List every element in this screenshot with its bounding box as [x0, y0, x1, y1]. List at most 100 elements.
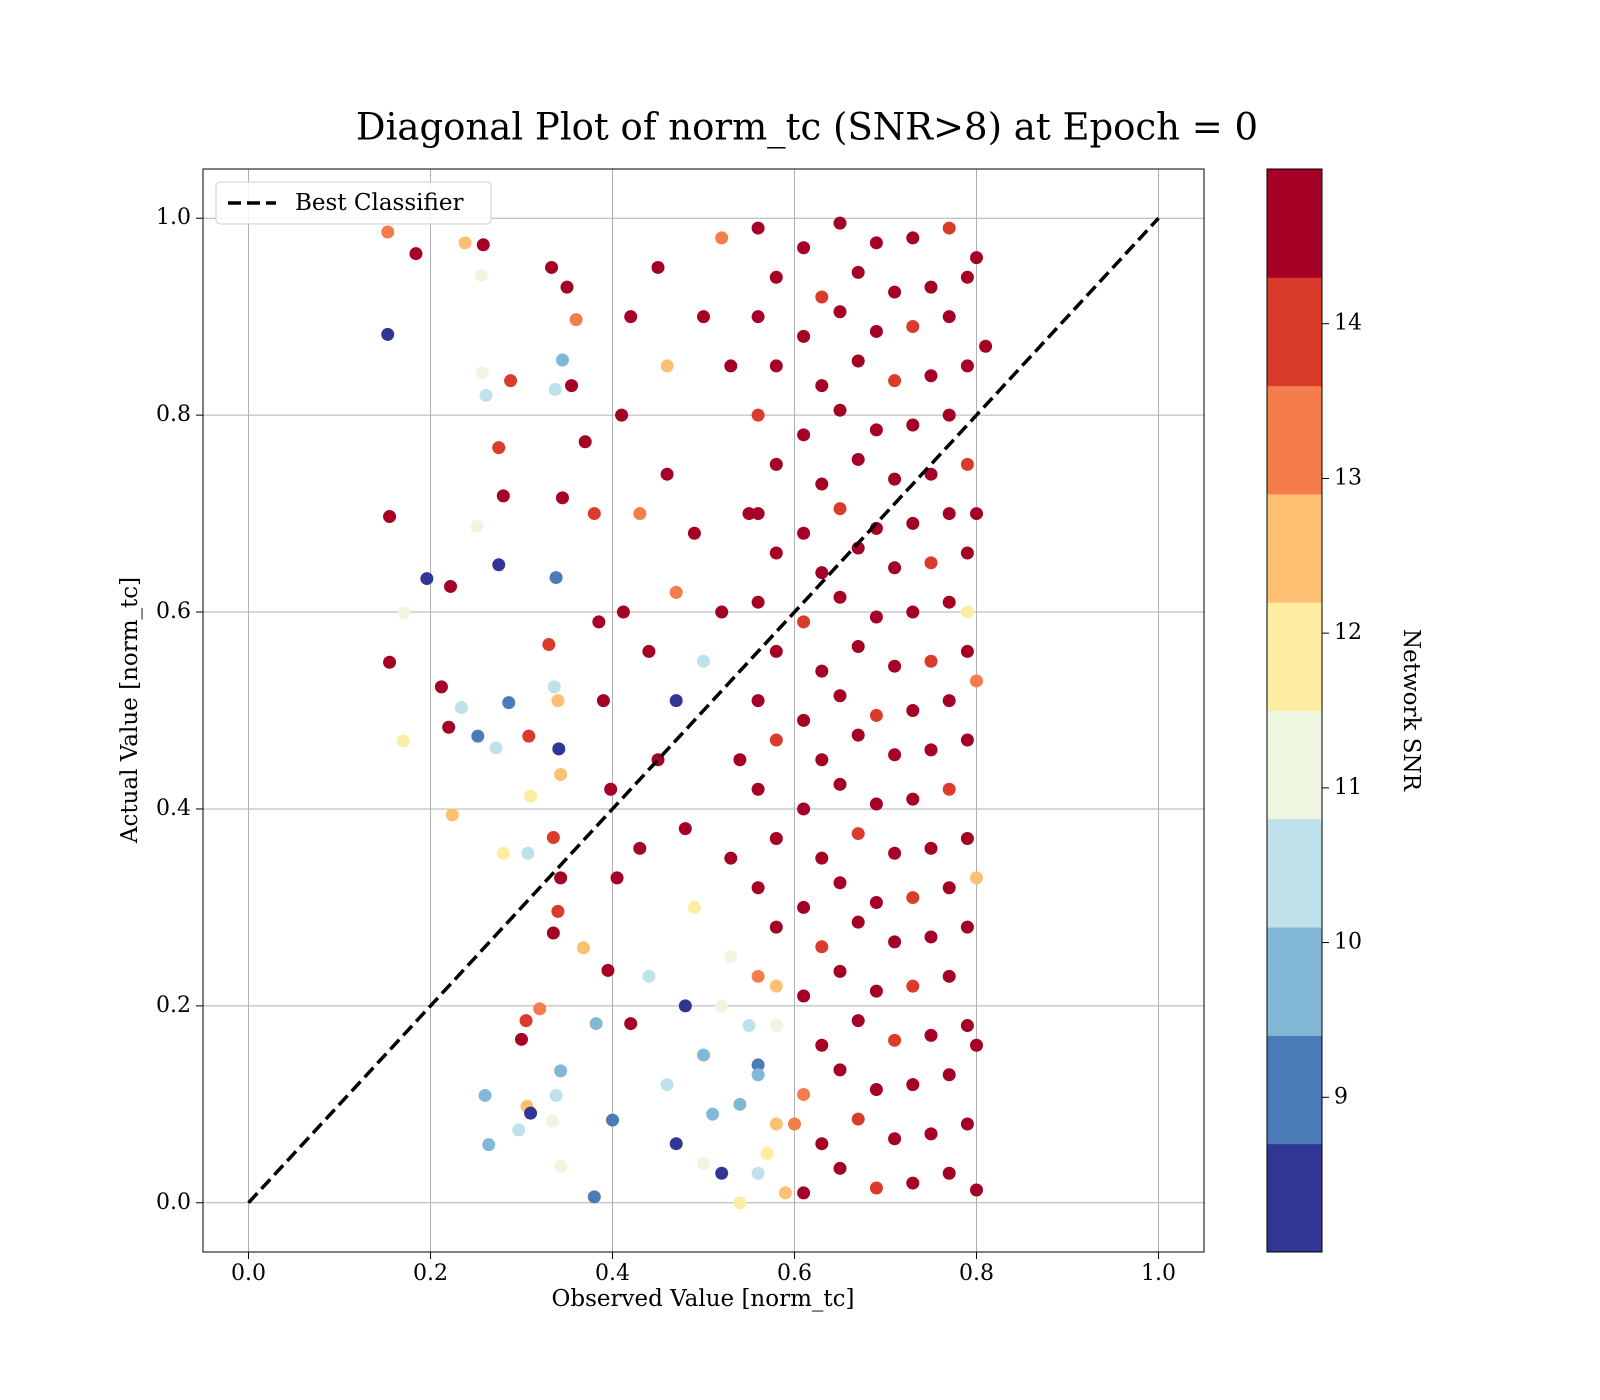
scatter-point	[545, 260, 559, 274]
scatter-point	[797, 428, 811, 442]
scatter-point	[797, 989, 811, 1003]
scatter-point	[660, 467, 674, 481]
scatter-point	[906, 320, 920, 334]
legend-label: Best Classifier	[295, 190, 463, 216]
scatter-point	[576, 941, 590, 955]
scatter-point	[642, 644, 656, 658]
scatter-point	[815, 290, 829, 304]
scatter-point	[833, 876, 847, 890]
scatter-point	[554, 1159, 568, 1173]
scatter-point	[942, 1166, 956, 1180]
scatter-point	[724, 359, 738, 373]
scatter-point	[420, 572, 434, 586]
scatter-point	[888, 846, 902, 860]
colorbar-label: Network SNR	[1398, 629, 1424, 792]
scatter-point	[851, 1014, 865, 1028]
scatter-point	[751, 881, 765, 895]
scatter-point	[601, 963, 615, 977]
scatter-point	[815, 851, 829, 865]
scatter-point	[906, 231, 920, 245]
scatter-point	[524, 1106, 538, 1120]
colorbar-bin	[1267, 602, 1322, 711]
scatter-point	[769, 644, 783, 658]
scatter-point	[851, 452, 865, 466]
scatter-point	[924, 369, 938, 383]
scatter-point	[434, 680, 448, 694]
scatter-point	[869, 895, 883, 909]
scatter-point	[769, 1117, 783, 1131]
scatter-point	[512, 1123, 526, 1137]
scatter-point	[687, 526, 701, 540]
scatter-point	[815, 1137, 829, 1151]
scatter-point	[606, 1113, 619, 1127]
colorbar-bin	[1267, 1143, 1322, 1253]
scatter-point	[888, 1132, 902, 1146]
scatter-point	[751, 507, 765, 521]
scatter-point	[815, 1038, 829, 1052]
scatter-point	[651, 260, 665, 274]
scatter-point	[924, 841, 938, 855]
scatter-point	[633, 507, 647, 521]
scatter-point	[960, 359, 974, 373]
x-tick-label: 0.6	[777, 1261, 812, 1286]
x-tick-label: 0.8	[959, 1261, 994, 1286]
scatter-point	[519, 1014, 533, 1028]
scatter-point	[906, 418, 920, 432]
scatter-point	[604, 782, 618, 796]
x-tick-label: 0.2	[413, 1261, 448, 1286]
scatter-point	[869, 324, 883, 338]
scatter-point	[888, 748, 902, 762]
colorbar-bin	[1267, 710, 1322, 820]
scatter-point	[669, 694, 683, 708]
scatter-point	[815, 477, 829, 491]
scatter-point	[815, 753, 829, 767]
scatter-point	[596, 694, 610, 708]
scatter-point	[489, 741, 503, 755]
scatter-point	[549, 571, 563, 585]
scatter-point	[960, 1117, 974, 1131]
scatter-point	[815, 566, 829, 580]
scatter-point	[833, 216, 847, 230]
overlay: 0.0 0.2 0.4 0.6 0.8 1.0 0.0 0.2 0.4 0.6 0.8 1.0 Best…	[156, 168, 1362, 1286]
scatter-point	[906, 979, 920, 993]
scatter-point	[797, 1186, 811, 1200]
scatter-point	[869, 708, 883, 722]
scatter-point	[851, 827, 865, 841]
scatter-point	[906, 1078, 920, 1092]
scatter-point	[633, 841, 647, 855]
scatter-point	[970, 1038, 983, 1052]
scatter-point	[778, 1186, 792, 1200]
scatter-point	[569, 313, 583, 327]
scatter-point	[888, 659, 902, 673]
scatter-point	[769, 831, 783, 845]
scatter-point	[851, 640, 865, 654]
scatter-point	[869, 1181, 883, 1195]
scatter-point	[445, 808, 459, 822]
scatter-point	[888, 374, 902, 388]
scatter-point	[479, 388, 493, 402]
scatter-point	[482, 1138, 496, 1152]
scatter-point	[715, 231, 729, 245]
colorbar-bin	[1267, 493, 1322, 603]
scatter-point	[751, 694, 765, 708]
scatter-point	[560, 280, 574, 294]
scatter-point	[751, 1058, 765, 1072]
scatter-point	[715, 999, 729, 1013]
scatter-point	[669, 1137, 683, 1151]
scatter-point	[545, 1114, 559, 1128]
scatter-point	[397, 606, 411, 620]
scatter-point	[769, 359, 783, 373]
scatter-point	[492, 558, 506, 572]
scatter-point	[924, 467, 938, 481]
y-tick-label: 0.8	[156, 402, 191, 427]
scatter-point	[851, 728, 865, 742]
scatter-point	[733, 1196, 747, 1210]
scatter-point	[546, 926, 560, 940]
scatter-point	[578, 435, 592, 449]
colorbar-bin	[1267, 818, 1322, 928]
scatter-point	[942, 408, 956, 422]
y-tick-label: 1.0	[156, 205, 191, 230]
colorbar-frame	[1266, 168, 1323, 1253]
scatter-point	[549, 1088, 563, 1102]
